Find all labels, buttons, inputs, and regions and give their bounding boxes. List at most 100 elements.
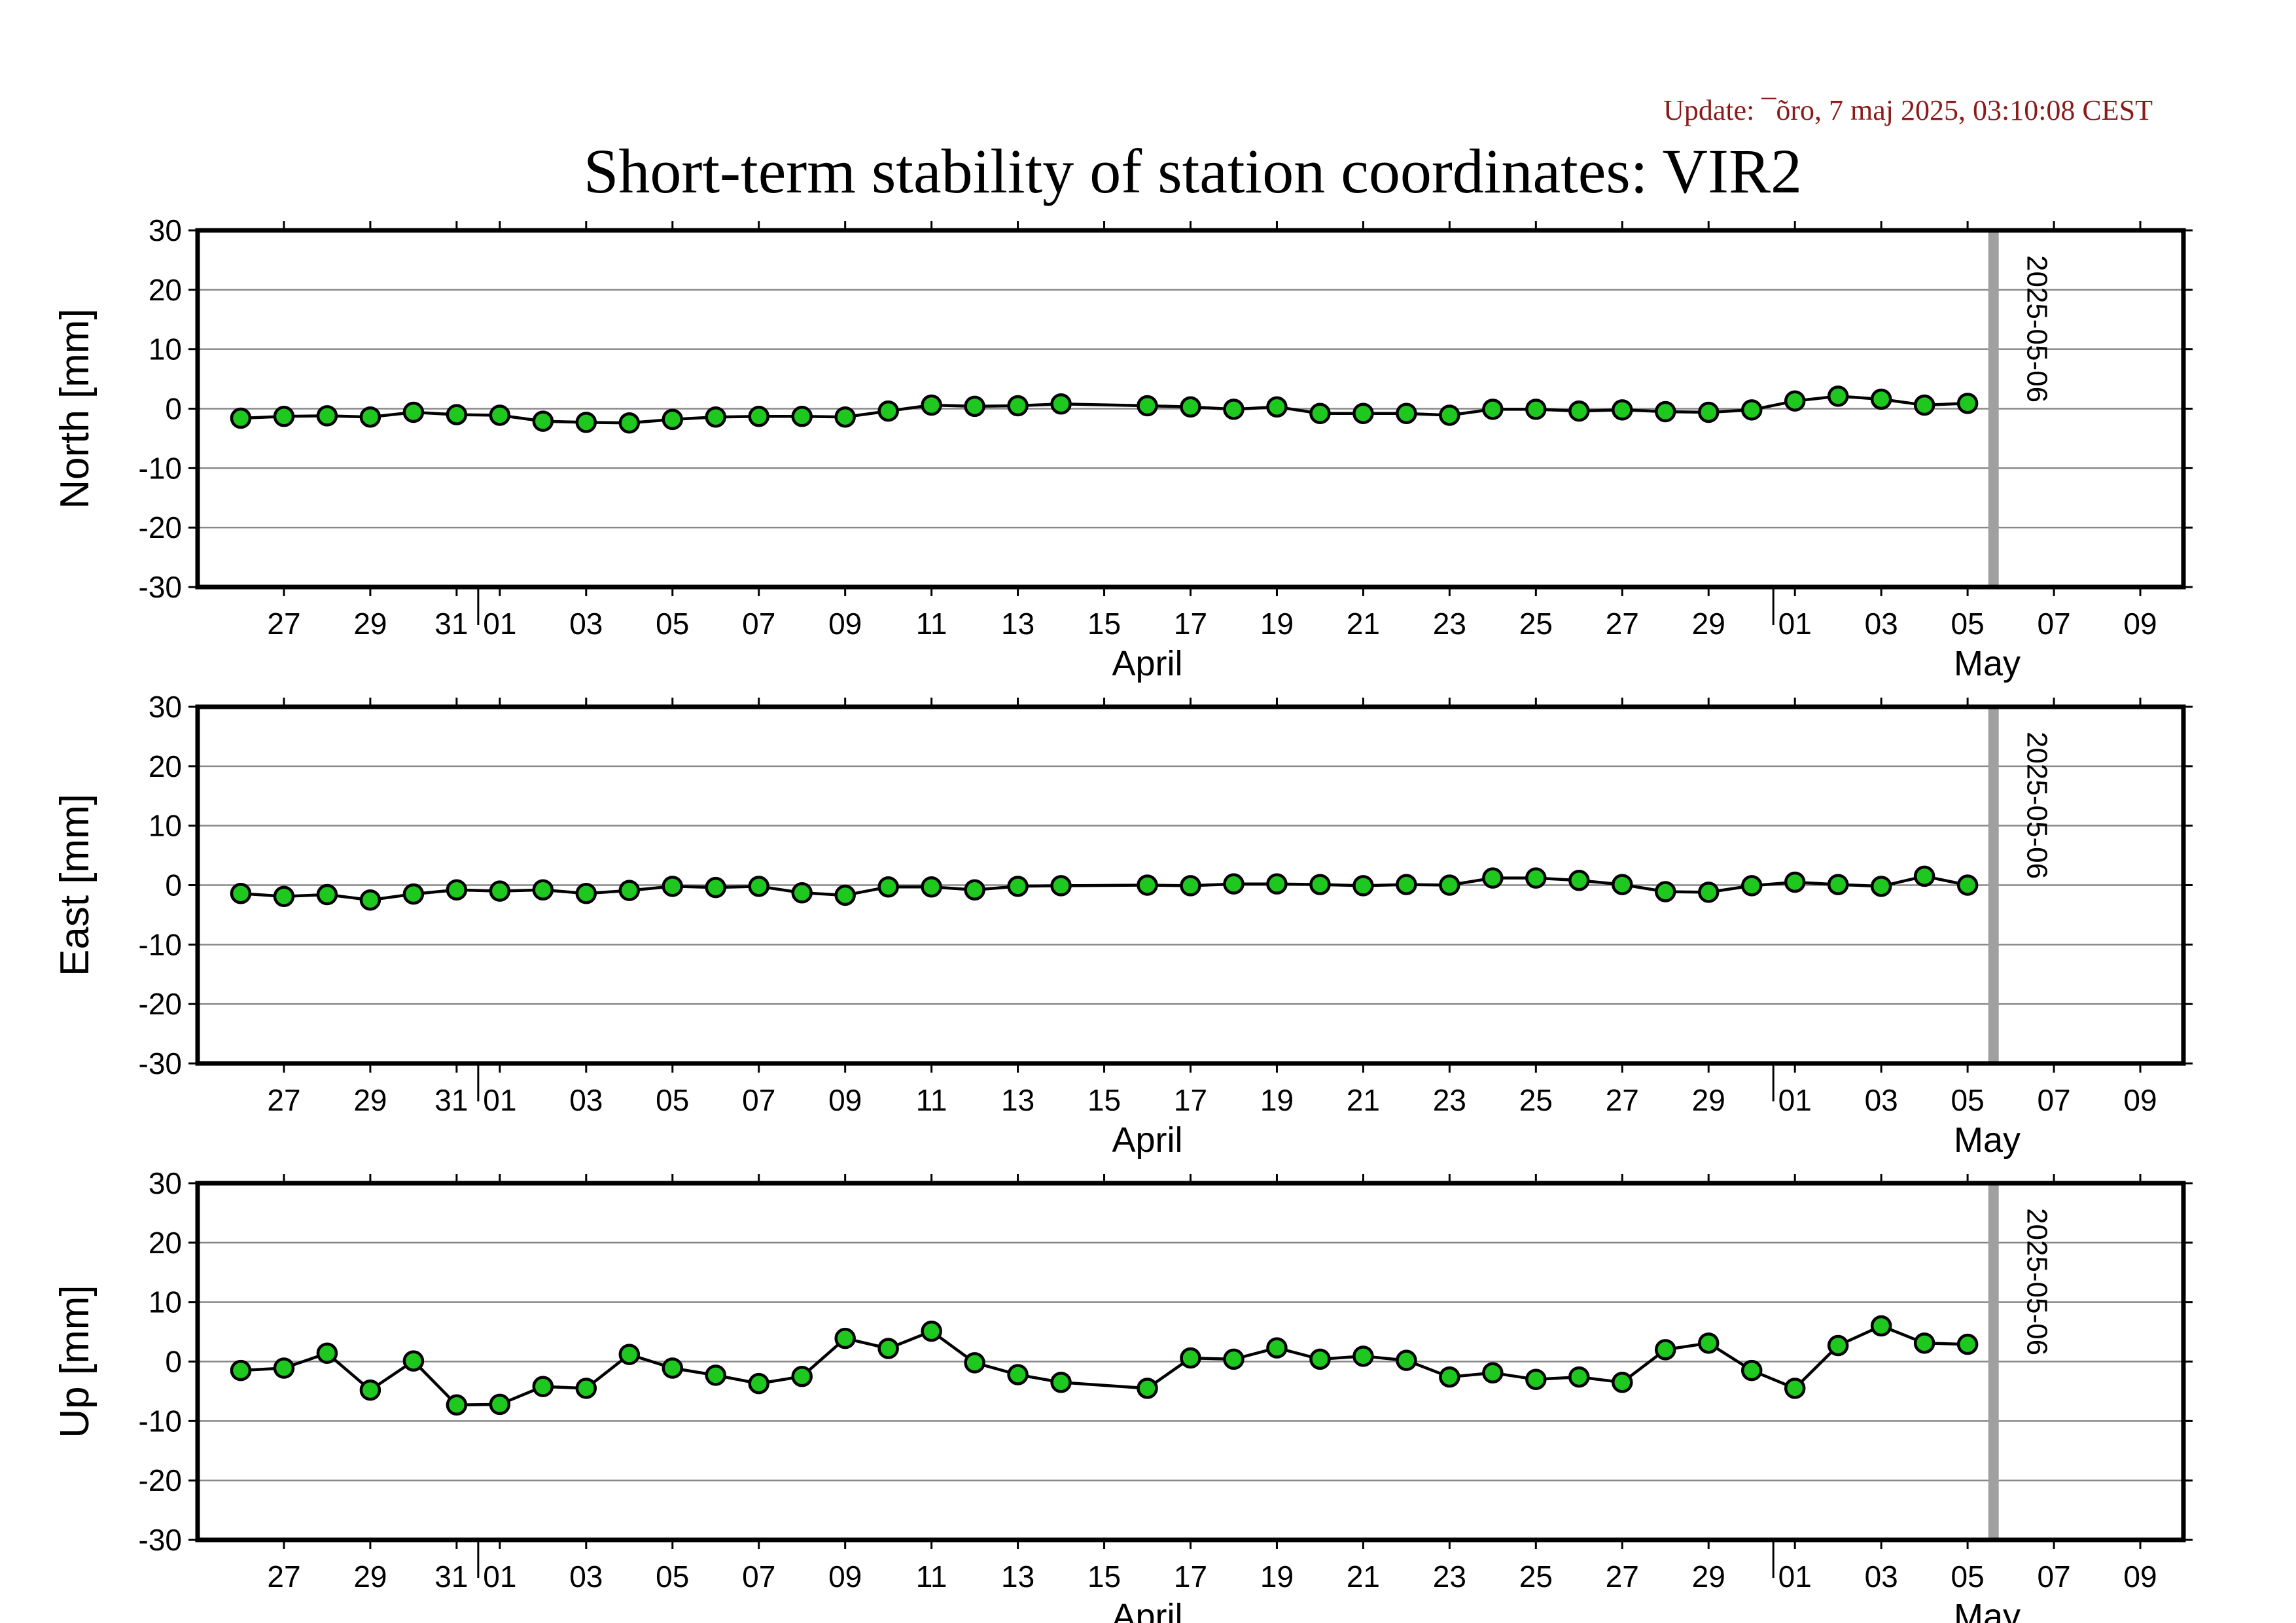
data-point <box>921 1320 942 1342</box>
data-point <box>1568 869 1590 891</box>
x-tick-label: 15 <box>1087 1083 1121 1117</box>
data-point <box>1137 874 1158 896</box>
x-tick-label: 27 <box>267 1560 300 1594</box>
x-tick-label: 05 <box>656 1560 689 1594</box>
data-point <box>273 885 295 908</box>
data-point <box>489 880 511 902</box>
x-tick-label: 07 <box>2037 1083 2070 1117</box>
month-label: April <box>1112 644 1183 683</box>
data-point <box>748 1372 769 1395</box>
data-point <box>402 883 425 905</box>
data-point <box>1050 393 1072 415</box>
data-point <box>1007 1364 1029 1385</box>
x-tick-label: 17 <box>1174 607 1207 641</box>
y-tick-label: -10 <box>139 451 182 485</box>
data-point <box>877 876 899 898</box>
x-tick-label: 29 <box>1692 1560 1725 1594</box>
x-tick-label: 09 <box>828 1560 862 1594</box>
data-point <box>1740 399 1763 421</box>
data-point <box>877 400 899 422</box>
y-axis-label: Up [mm] <box>52 1285 97 1438</box>
series-line <box>240 1324 1968 1407</box>
data-point <box>1525 867 1547 889</box>
data-point <box>1223 1348 1245 1370</box>
x-tick-label: 03 <box>1865 1083 1898 1117</box>
data-point <box>230 882 252 904</box>
data-point <box>1525 1368 1547 1390</box>
data-point <box>1482 1362 1504 1384</box>
data-point <box>921 876 942 898</box>
x-tick-label: 05 <box>1951 1083 1985 1117</box>
x-tick-label: 29 <box>353 607 387 641</box>
x-tick-label: 03 <box>569 1560 603 1594</box>
data-point <box>748 406 769 427</box>
y-tick-label: 30 <box>149 690 182 724</box>
data-point <box>230 1359 252 1382</box>
data-point <box>1266 1337 1288 1359</box>
x-tick-label: 07 <box>742 1560 775 1594</box>
data-point <box>230 407 252 429</box>
panel-north: 30 20 10 0 -10 -20 -30 North [mm] 2025-05-06 27 29… <box>52 213 2193 683</box>
data-point <box>1223 399 1245 420</box>
x-tick-label: 05 <box>656 607 689 641</box>
data-point <box>1697 882 1720 903</box>
x-tick-label: 29 <box>353 1560 387 1594</box>
data-point <box>1827 385 1849 407</box>
data-point <box>1870 876 1892 897</box>
series-line <box>240 874 1968 902</box>
data-point <box>1568 400 1590 422</box>
x-tick-label: 23 <box>1433 1083 1466 1117</box>
y-axis-label: East [mm] <box>52 794 97 976</box>
data-point <box>964 1352 985 1374</box>
x-tick-label: 09 <box>2123 1083 2157 1117</box>
data-point <box>1612 874 1633 895</box>
y-axis-label: North [mm] <box>52 308 97 509</box>
data-point <box>877 1338 899 1359</box>
update-timestamp: Update: ¯õro, 7 maj 2025, 03:10:08 CEST <box>1663 94 2153 126</box>
data-point <box>1266 396 1288 418</box>
data-point <box>273 1357 295 1379</box>
x-tick-label: 07 <box>742 607 775 641</box>
data-point <box>1309 874 1331 895</box>
data-point <box>834 884 856 906</box>
data-point <box>1697 401 1720 423</box>
x-tick-label: 03 <box>1865 1560 1898 1594</box>
data-point <box>1439 1366 1460 1388</box>
x-tick-label: 31 <box>434 1560 468 1594</box>
y-tick-label: 30 <box>149 213 182 247</box>
data-point <box>705 406 726 428</box>
x-tick-label: 01 <box>483 1083 516 1117</box>
data-point <box>1482 867 1504 889</box>
data-point <box>1007 876 1029 897</box>
x-tick-label: 13 <box>1001 1083 1034 1117</box>
x-tick-label: 01 <box>1778 607 1812 641</box>
x-tick-label: 27 <box>267 607 300 641</box>
data-point <box>359 1379 381 1401</box>
data-point <box>1309 1348 1331 1370</box>
x-tick-label: 09 <box>828 1083 862 1117</box>
x-tick-label: 25 <box>1519 1560 1553 1594</box>
x-tick-label: 11 <box>916 1083 947 1117</box>
data-point <box>575 1378 597 1399</box>
x-tick-label: 29 <box>1692 607 1725 641</box>
x-tick-label: 01 <box>483 607 516 641</box>
data-point <box>1655 401 1676 423</box>
x-tick-label: 15 <box>1087 1560 1121 1594</box>
x-tick-label: 01 <box>483 1560 516 1594</box>
y-tick-label: 10 <box>149 1285 182 1319</box>
data-point <box>1050 875 1072 897</box>
data-point <box>1913 865 1935 887</box>
x-tick-label: 21 <box>1347 1560 1380 1594</box>
y-tick-label: -30 <box>139 1523 182 1557</box>
data-point <box>1956 393 1979 414</box>
x-tick-label: 09 <box>828 607 862 641</box>
data-point <box>662 876 684 897</box>
data-point <box>1223 873 1245 895</box>
data-point <box>1740 1359 1763 1382</box>
data-point <box>834 406 856 428</box>
data-point <box>1525 399 1547 420</box>
y-tick-label: -20 <box>139 1463 182 1497</box>
data-point <box>964 879 985 901</box>
data-point <box>964 395 985 418</box>
y-tick-label: -10 <box>139 927 182 961</box>
